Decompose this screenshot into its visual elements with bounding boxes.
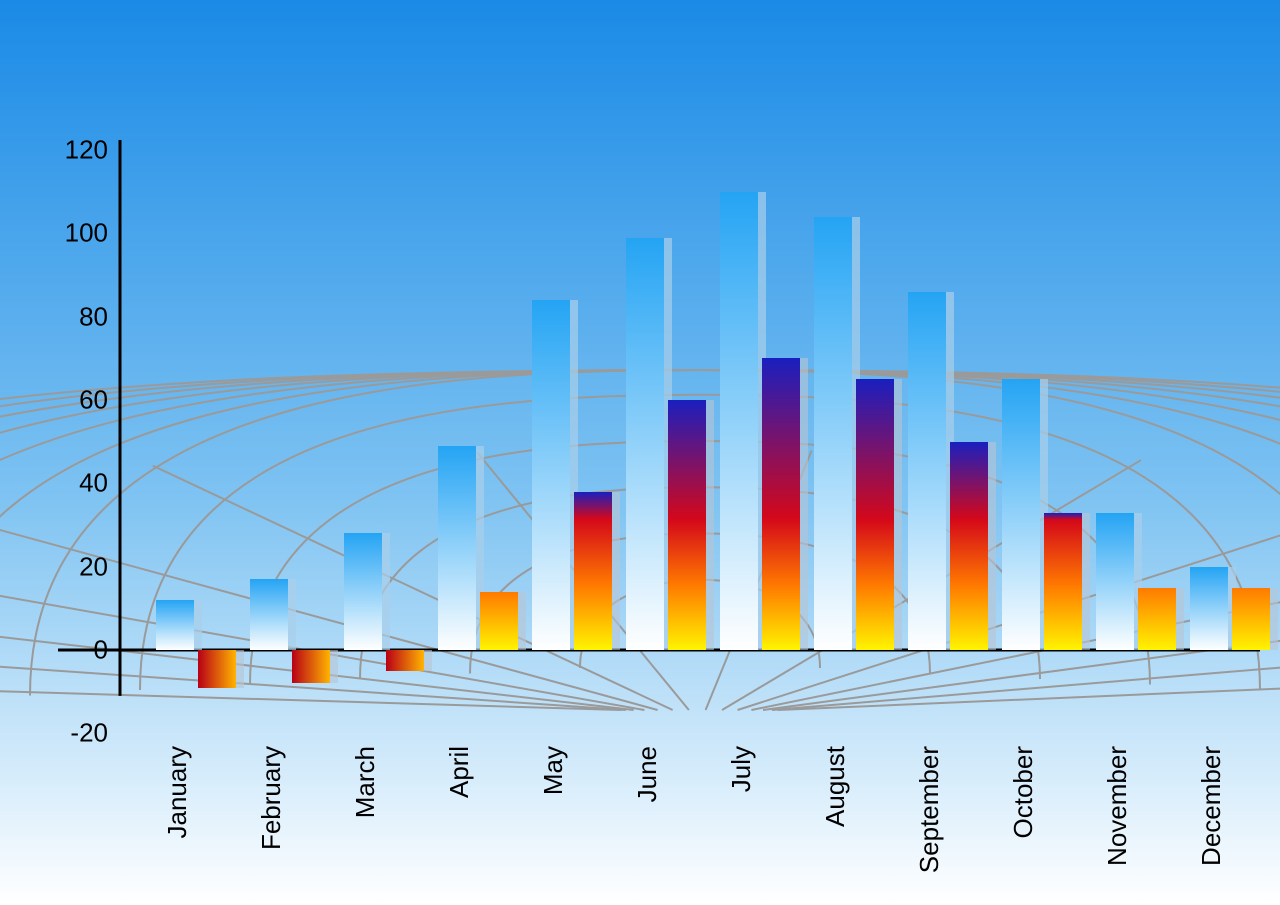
bar-series-a xyxy=(156,600,194,650)
bar-series-b xyxy=(292,650,330,683)
x-tick-label: November xyxy=(1102,746,1133,866)
bar-series-b xyxy=(762,358,800,650)
chart-root: -20020406080100120 JanuaryFebruaryMarchA… xyxy=(0,0,1280,905)
bar-series-a xyxy=(908,292,946,650)
bar-series-b xyxy=(668,400,706,650)
bar-series-b xyxy=(950,442,988,650)
bar-series-b xyxy=(1232,588,1270,651)
bar-series-a xyxy=(532,300,570,650)
bar-series-b xyxy=(386,650,424,671)
bar-series-a xyxy=(344,533,382,650)
x-tick-label: January xyxy=(162,746,193,839)
bar-series-b xyxy=(480,592,518,650)
bar-series-b xyxy=(574,492,612,650)
bar-series-b xyxy=(1044,513,1082,651)
bar-series-a xyxy=(720,192,758,650)
bar-series-b xyxy=(856,379,894,650)
bar-series-b xyxy=(1138,588,1176,651)
bar-series-a xyxy=(1096,513,1134,651)
x-tick-label: April xyxy=(444,746,475,798)
x-tick-label: July xyxy=(726,746,757,792)
x-tick-label: May xyxy=(538,746,569,795)
x-tick-label: February xyxy=(256,746,287,850)
x-tick-label: October xyxy=(1008,746,1039,839)
bar-series-a xyxy=(814,217,852,650)
x-tick-label: September xyxy=(914,746,945,873)
bar-series-a xyxy=(1002,379,1040,650)
x-tick-label: June xyxy=(632,746,663,802)
bar-series-a xyxy=(438,446,476,650)
bar-series-a xyxy=(626,238,664,651)
x-tick-label: December xyxy=(1196,746,1227,866)
bar-series-a xyxy=(1190,567,1228,650)
bar-series-a xyxy=(250,579,288,650)
bar-series-b xyxy=(198,650,236,688)
x-tick-label: March xyxy=(350,746,381,818)
x-tick-label: August xyxy=(820,746,851,827)
